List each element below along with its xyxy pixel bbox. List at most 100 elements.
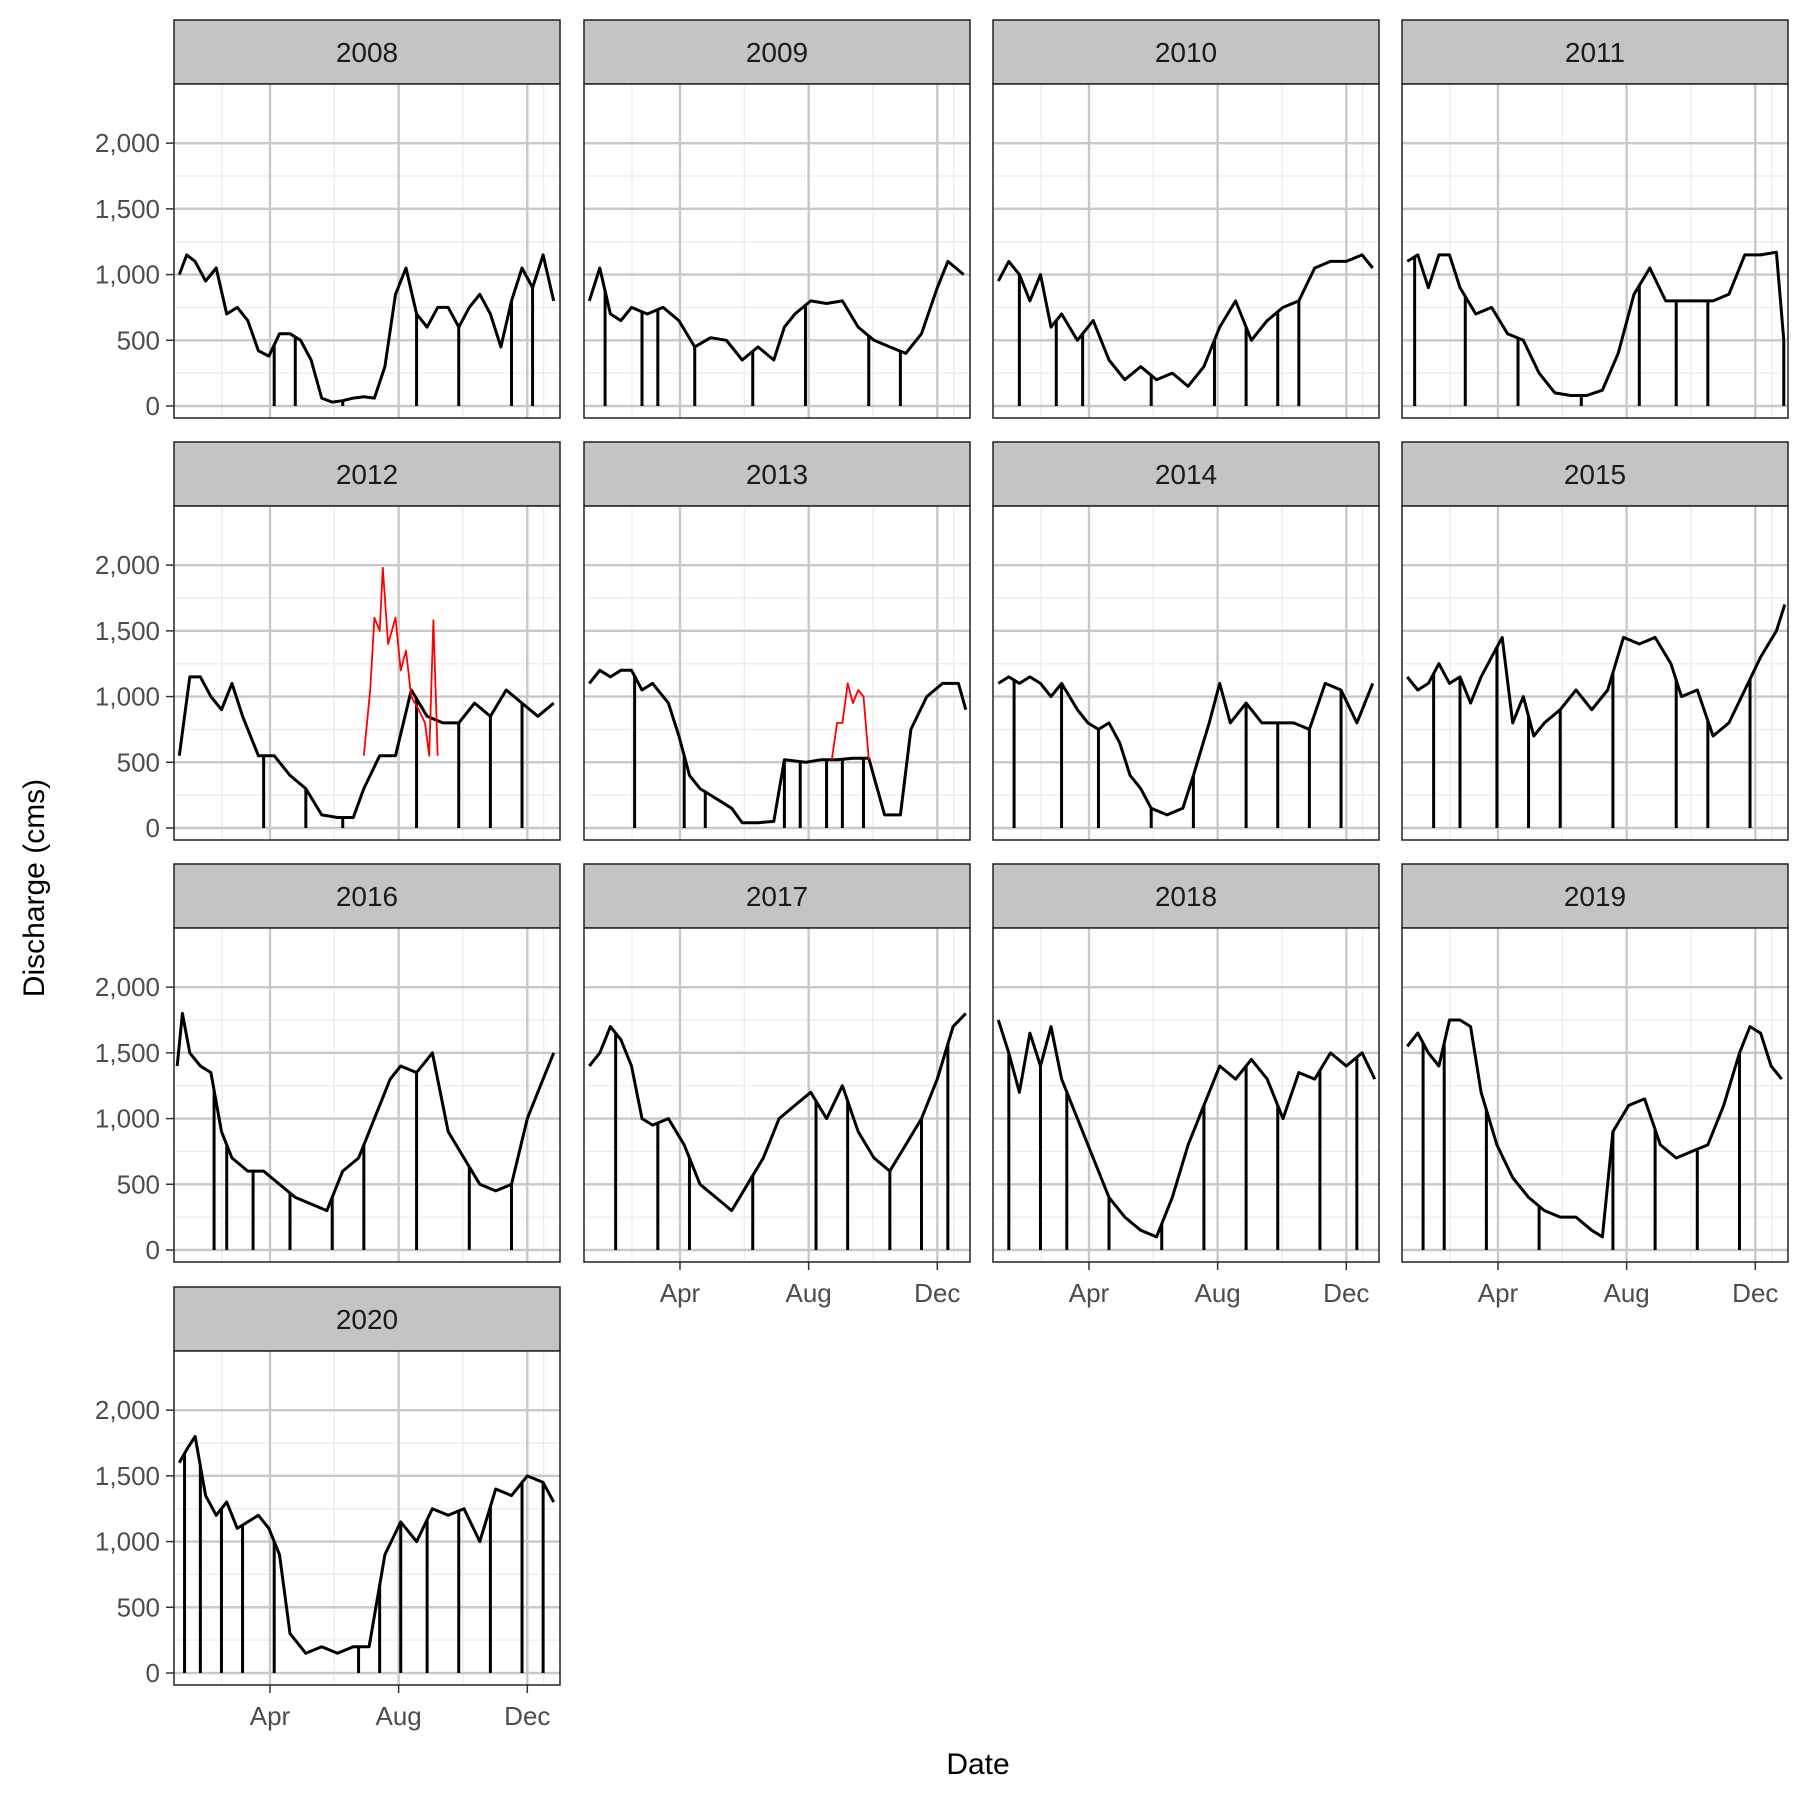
x-tick-label: Dec xyxy=(504,1701,550,1731)
facet-panel: 2016 0 500 1,000 1,500 2,000 xyxy=(95,863,561,1265)
facet-strip xyxy=(173,441,561,507)
facet-label: 2015 xyxy=(1564,459,1626,490)
discharge-series-line xyxy=(1406,1018,1783,1239)
y-tick-label: 2,000 xyxy=(95,1395,160,1425)
y-tick-label: 2,000 xyxy=(95,550,160,580)
discharge-series-line xyxy=(175,1011,556,1213)
facet-strip xyxy=(173,19,561,85)
plot-area xyxy=(174,506,560,840)
y-tick-label: 1,500 xyxy=(95,194,160,224)
panel-border xyxy=(583,505,971,841)
facet-strip xyxy=(583,441,971,507)
facet-label: 2017 xyxy=(746,881,808,912)
x-tick-label: Apr xyxy=(660,1278,701,1308)
facet-strip xyxy=(992,19,1380,85)
facet-strip xyxy=(583,863,971,929)
facet-panel: 2017 Apr Aug Dec xyxy=(583,863,971,1308)
y-tick-label: 2,000 xyxy=(95,972,160,1002)
discharge-series-line xyxy=(587,259,965,362)
plot-area xyxy=(1402,84,1788,418)
y-tick-label: 1,000 xyxy=(95,1527,160,1557)
plot-area xyxy=(993,506,1379,840)
facet-label: 2019 xyxy=(1564,881,1626,912)
y-tick-label: 1,000 xyxy=(95,1104,160,1134)
plot-area xyxy=(1402,506,1788,840)
x-tick-label: Apr xyxy=(1069,1278,1110,1308)
y-tick-label: 1,500 xyxy=(95,616,160,646)
facet-strip xyxy=(1401,19,1789,85)
facet-label: 2010 xyxy=(1155,37,1217,68)
facet-strip xyxy=(173,863,561,929)
x-tick-label: Aug xyxy=(1604,1278,1650,1308)
facet-strip xyxy=(583,19,971,85)
facet-strip xyxy=(1401,441,1789,507)
plot-area xyxy=(174,928,560,1262)
y-tick-label: 1,500 xyxy=(95,1038,160,1068)
discharge-series-line xyxy=(588,1012,967,1213)
panel-border xyxy=(992,83,1380,419)
facet-strip xyxy=(992,441,1380,507)
facet-label: 2012 xyxy=(336,459,398,490)
facet-label: 2018 xyxy=(1155,881,1217,912)
discharge-series-line xyxy=(996,253,1374,388)
facet-label: 2013 xyxy=(746,459,808,490)
y-tick-label: 1,000 xyxy=(95,682,160,712)
facet-panel: 2020 0 500 1,000 1,500 2,000 Apr Aug Dec xyxy=(95,1286,561,1731)
discharge-series-line xyxy=(588,668,968,825)
panel-border xyxy=(583,83,971,419)
facet-strip xyxy=(992,863,1380,929)
facet-label: 2009 xyxy=(746,37,808,68)
facet-strip xyxy=(1401,863,1789,929)
plot-area xyxy=(993,84,1379,418)
facet-panel: 2011 xyxy=(1401,19,1789,419)
panel-border xyxy=(173,927,561,1263)
facet-panel: 2014 xyxy=(992,441,1380,841)
highlighted-series-line xyxy=(830,682,870,760)
discharge-series-line xyxy=(997,675,1375,817)
x-tick-label: Aug xyxy=(376,1701,422,1731)
discharge-series-line xyxy=(1406,604,1787,738)
y-tick-label: 1,500 xyxy=(95,1461,160,1491)
x-axis-title: Date xyxy=(946,1748,1009,1781)
y-tick-label: 1,000 xyxy=(95,260,160,290)
plot-area xyxy=(584,928,970,1262)
x-tick-label: Apr xyxy=(1478,1278,1519,1308)
x-tick-label: Aug xyxy=(1195,1278,1241,1308)
y-tick-label: 0 xyxy=(146,391,160,421)
y-tick-label: 0 xyxy=(146,1235,160,1265)
panel-border xyxy=(173,505,561,841)
highlighted-series-line xyxy=(362,566,439,757)
facet-panel: 2009 xyxy=(583,19,971,419)
panel-border xyxy=(583,927,971,1263)
panel-border xyxy=(992,505,1380,841)
facet-panel: 2018 Apr Aug Dec xyxy=(992,863,1380,1308)
plot-area xyxy=(1402,928,1788,1262)
x-tick-label: Aug xyxy=(786,1278,832,1308)
plot-area xyxy=(584,84,970,418)
facet-strip xyxy=(173,1286,561,1352)
x-tick-label: Dec xyxy=(1732,1278,1778,1308)
facet-label: 2020 xyxy=(336,1304,398,1335)
y-tick-label: 0 xyxy=(146,813,160,843)
x-tick-label: Dec xyxy=(914,1278,960,1308)
y-tick-label: 500 xyxy=(117,1169,160,1199)
x-tick-label: Apr xyxy=(250,1701,291,1731)
facet-label: 2014 xyxy=(1155,459,1217,490)
plot-area xyxy=(174,1351,560,1685)
facet-panel: 2012 0 500 1,000 1,500 2,000 xyxy=(95,441,561,843)
y-tick-label: 0 xyxy=(146,1658,160,1688)
y-tick-label: 2,000 xyxy=(95,128,160,158)
y-tick-label: 500 xyxy=(117,1592,160,1622)
panel-border xyxy=(992,927,1380,1263)
discharge-series-line xyxy=(177,253,556,404)
panel-border xyxy=(1401,83,1789,419)
discharge-series-line xyxy=(996,1019,1377,1239)
panel-border xyxy=(173,83,561,419)
discharge-series-line xyxy=(177,675,555,819)
discharge-series-line xyxy=(177,1434,556,1655)
facet-panel: 2019 Apr Aug Dec xyxy=(1401,863,1789,1308)
facet-label: 2008 xyxy=(336,37,398,68)
panel-border xyxy=(1401,927,1789,1263)
panel-border xyxy=(173,1350,561,1686)
